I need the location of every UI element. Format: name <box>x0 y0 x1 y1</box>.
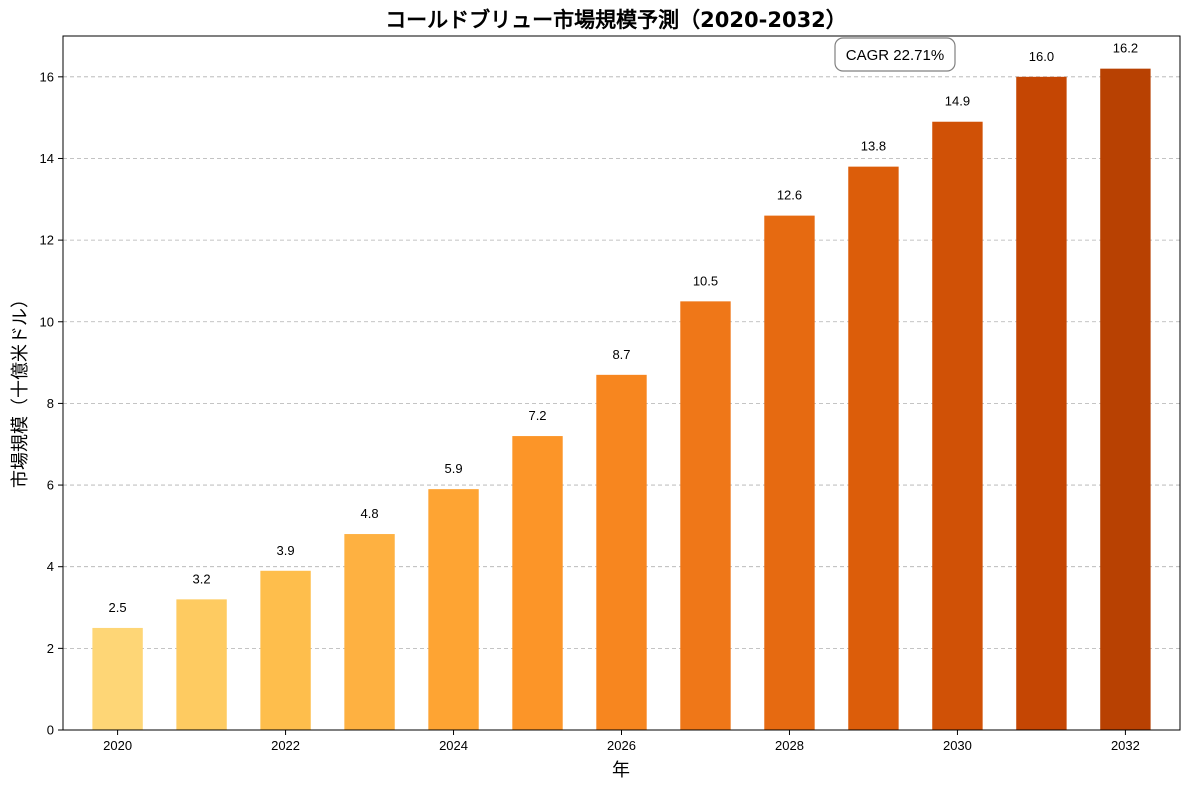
cagr-annotation: CAGR 22.71% <box>834 37 956 72</box>
cagr-annotation-text: CAGR 22.71% <box>846 47 944 64</box>
y-tick-label: 12 <box>40 233 54 248</box>
bar-2032 <box>1100 68 1151 731</box>
bar-2024 <box>428 489 479 730</box>
chart-title: コールドブリュー市場規模予測（2020-2032） <box>385 8 847 32</box>
bar-2030 <box>932 121 983 730</box>
y-tick-label: 6 <box>47 478 54 493</box>
data-label-2030: 14.9 <box>945 94 970 109</box>
bar-2028 <box>764 215 815 730</box>
bars <box>92 68 1151 731</box>
bar-2031 <box>1016 76 1067 730</box>
data-label-2023: 4.8 <box>361 506 379 521</box>
bar-2029 <box>848 166 899 730</box>
data-labels: 2.5 3.2 3.9 4.8 5.9 7.2 8.7 10.5 12.6 13.8 14.9 16.… <box>109 41 1139 615</box>
y-tick-label: 4 <box>47 559 54 574</box>
bar-2025 <box>512 436 563 730</box>
data-label-2032: 16.2 <box>1113 41 1138 56</box>
x-tick-label: 2022 <box>271 738 300 753</box>
y-tick-label: 2 <box>47 641 54 656</box>
bar-2020 <box>92 627 143 730</box>
y-tick-label: 10 <box>40 314 54 329</box>
bar-2021 <box>176 599 227 730</box>
x-tick-label: 2030 <box>943 738 972 753</box>
y-tick-label: 14 <box>40 151 54 166</box>
x-tick-label: 2020 <box>103 738 132 753</box>
x-axis-label: 年 <box>612 760 630 781</box>
x-tick-label: 2026 <box>607 738 636 753</box>
data-label-2027: 10.5 <box>693 273 718 288</box>
y-axis-ticks: 0 2 4 6 8 10 12 14 16 <box>40 69 63 738</box>
x-tick-label: 2032 <box>1111 738 1140 753</box>
data-label-2028: 12.6 <box>777 188 802 203</box>
data-label-2021: 3.2 <box>193 571 211 586</box>
data-label-2024: 5.9 <box>444 461 462 476</box>
bar-2026 <box>596 374 647 730</box>
data-label-2031: 16.0 <box>1029 49 1054 64</box>
data-label-2025: 7.2 <box>528 408 546 423</box>
data-label-2022: 3.9 <box>277 543 295 558</box>
x-tick-label: 2028 <box>775 738 804 753</box>
y-axis-label: 市場規模（十億米ドル） <box>10 290 31 488</box>
cagr-annotation-box <box>834 37 956 72</box>
bar-2022 <box>260 570 311 730</box>
bar-2027 <box>680 301 731 730</box>
y-tick-label: 8 <box>47 396 54 411</box>
y-tick-label: 0 <box>47 723 54 738</box>
data-label-2026: 8.7 <box>612 347 630 362</box>
x-tick-label: 2024 <box>439 738 468 753</box>
bar-2023 <box>344 534 395 730</box>
x-axis-ticks: 2020 2022 2024 2026 2028 2030 2032 <box>103 730 1140 753</box>
data-label-2029: 13.8 <box>861 139 886 154</box>
data-label-2020: 2.5 <box>109 600 127 615</box>
y-tick-label: 16 <box>40 69 54 84</box>
